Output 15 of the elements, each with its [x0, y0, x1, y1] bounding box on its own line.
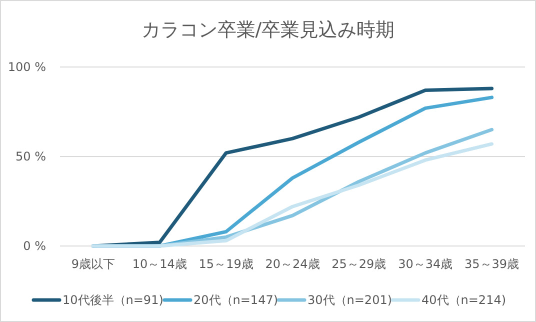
x-tick-label: 30～34歳 — [398, 257, 453, 271]
legend-label: 20代（n=147) — [194, 293, 278, 308]
x-tick-label: 35～39歳 — [464, 257, 520, 271]
legend-label: 10代後半（n=91) — [62, 293, 164, 308]
x-tick-label: 20～24歳 — [265, 257, 320, 271]
x-tick-label: 25～29歳 — [332, 257, 386, 271]
y-tick-label: 100 % — [8, 60, 46, 74]
x-tick-label: 9歳以下 — [71, 257, 116, 271]
x-tick-label: 15～19歳 — [198, 257, 254, 271]
y-tick-label: 50 % — [16, 150, 46, 164]
x-tick-label: 10～14歳 — [132, 257, 187, 271]
legend-label: 30代（n=201) — [308, 293, 392, 308]
chart-title: カラコン卒業/卒業見込み時期 — [141, 19, 395, 41]
y-tick-label: 0 % — [23, 239, 46, 254]
legend-label: 40代（n=214) — [422, 293, 506, 308]
